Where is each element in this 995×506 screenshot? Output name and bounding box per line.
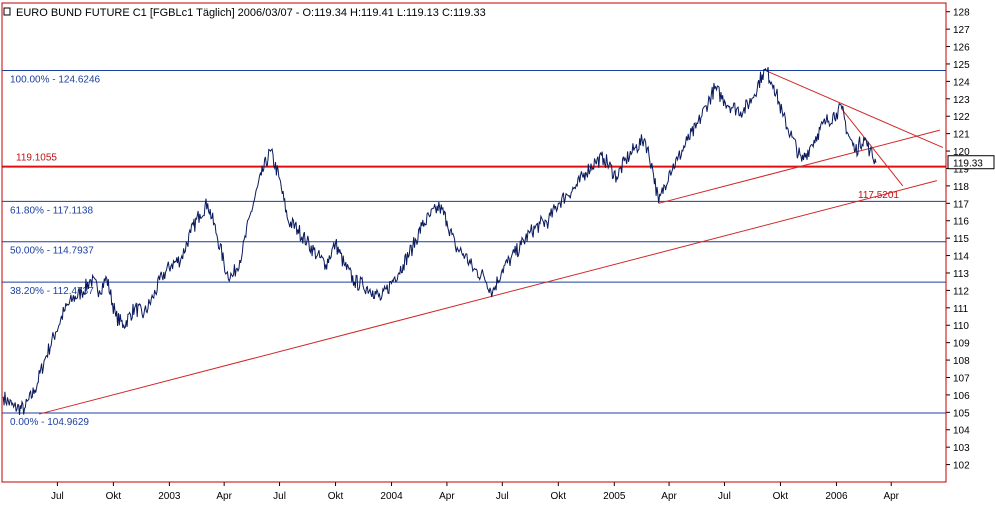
x-tick-label: 2004	[380, 491, 403, 502]
x-tick-label: Apr	[216, 491, 232, 502]
y-tick-label: 120	[953, 147, 970, 158]
y-tick-label: 106	[953, 391, 970, 402]
x-tick-label: Jul	[496, 491, 509, 502]
x-tick-label: Jul	[51, 491, 64, 502]
price-line	[2, 67, 877, 416]
x-tick-label: Jul	[718, 491, 731, 502]
fib-level-label: 0.00% - 104.9629	[10, 417, 89, 428]
y-tick-label: 116	[953, 217, 969, 228]
x-tick-label: 2006	[825, 491, 848, 502]
axes: 102 103 104 105 106 107 108 109 110 111 112 113 114 1…	[51, 8, 995, 502]
y-tick-label: 107	[953, 373, 970, 384]
plot-frame	[1, 2, 947, 483]
y-tick-label: 119	[953, 164, 969, 175]
y-tick-label: 111	[953, 304, 969, 315]
x-tick-label: Okt	[773, 491, 789, 502]
last-price-box	[947, 155, 995, 170]
y-tick-label: 103	[953, 443, 970, 454]
y-tick-label: 112	[953, 286, 969, 297]
trendline	[658, 129, 941, 204]
fib-level-label: 100.00% - 124.6246	[10, 75, 101, 86]
target-label: 117.5201	[858, 190, 899, 201]
trendline	[766, 70, 944, 149]
trendline	[841, 108, 904, 187]
y-tick-label: 108	[953, 356, 970, 367]
x-tick-label: Okt	[106, 491, 122, 502]
y-tick-label: 125	[953, 60, 970, 71]
trendline	[39, 180, 937, 415]
x-tick-label: Apr	[883, 491, 899, 502]
y-tick-label: 109	[953, 339, 970, 350]
fibonacci-levels: 100.00% - 124.6246 61.80% - 117.1138 50.00…	[2, 70, 946, 428]
y-tick-label: 115	[953, 234, 969, 245]
x-tick-label: 2003	[158, 491, 181, 502]
y-tick-label: 122	[953, 112, 970, 123]
x-tick-label: Okt	[551, 491, 567, 502]
y-tick-label: 113	[953, 269, 969, 280]
resistance-label: 119.1055	[16, 153, 57, 164]
series-marker-icon	[3, 7, 11, 16]
y-tick-label: 121	[953, 130, 970, 141]
last-price-label: 119.33	[953, 159, 983, 170]
y-tick-label: 126	[953, 43, 970, 54]
x-tick-label: Apr	[439, 491, 455, 502]
fib-level-label: 50.00% - 114.7937	[10, 246, 94, 257]
trendlines: 117.5201	[39, 70, 944, 415]
y-tick-label: 123	[953, 95, 970, 106]
fib-level-label: 61.80% - 117.1138	[10, 205, 93, 216]
x-tick-label: Okt	[328, 491, 344, 502]
y-tick-label: 105	[953, 408, 970, 419]
price-series	[2, 67, 877, 416]
y-tick-label: 118	[953, 182, 969, 193]
fib-level-label: 38.20% - 112.4737	[10, 286, 94, 297]
y-tick-label: 110	[953, 321, 969, 332]
y-tick-label: 127	[953, 25, 970, 36]
y-tick-label: 104	[953, 426, 970, 437]
x-tick-label: Jul	[273, 491, 286, 502]
y-tick-label: 117	[953, 199, 969, 210]
y-tick-label: 128	[953, 8, 970, 19]
y-tick-label: 114	[953, 252, 969, 263]
x-tick-label: 2005	[603, 491, 626, 502]
x-tick-label: Apr	[661, 491, 677, 502]
y-tick-label: 102	[953, 461, 970, 472]
y-tick-label: 124	[953, 77, 970, 88]
chart-title: EURO BUND FUTURE C1 [FGBLc1 Täglich] 200…	[16, 7, 486, 19]
